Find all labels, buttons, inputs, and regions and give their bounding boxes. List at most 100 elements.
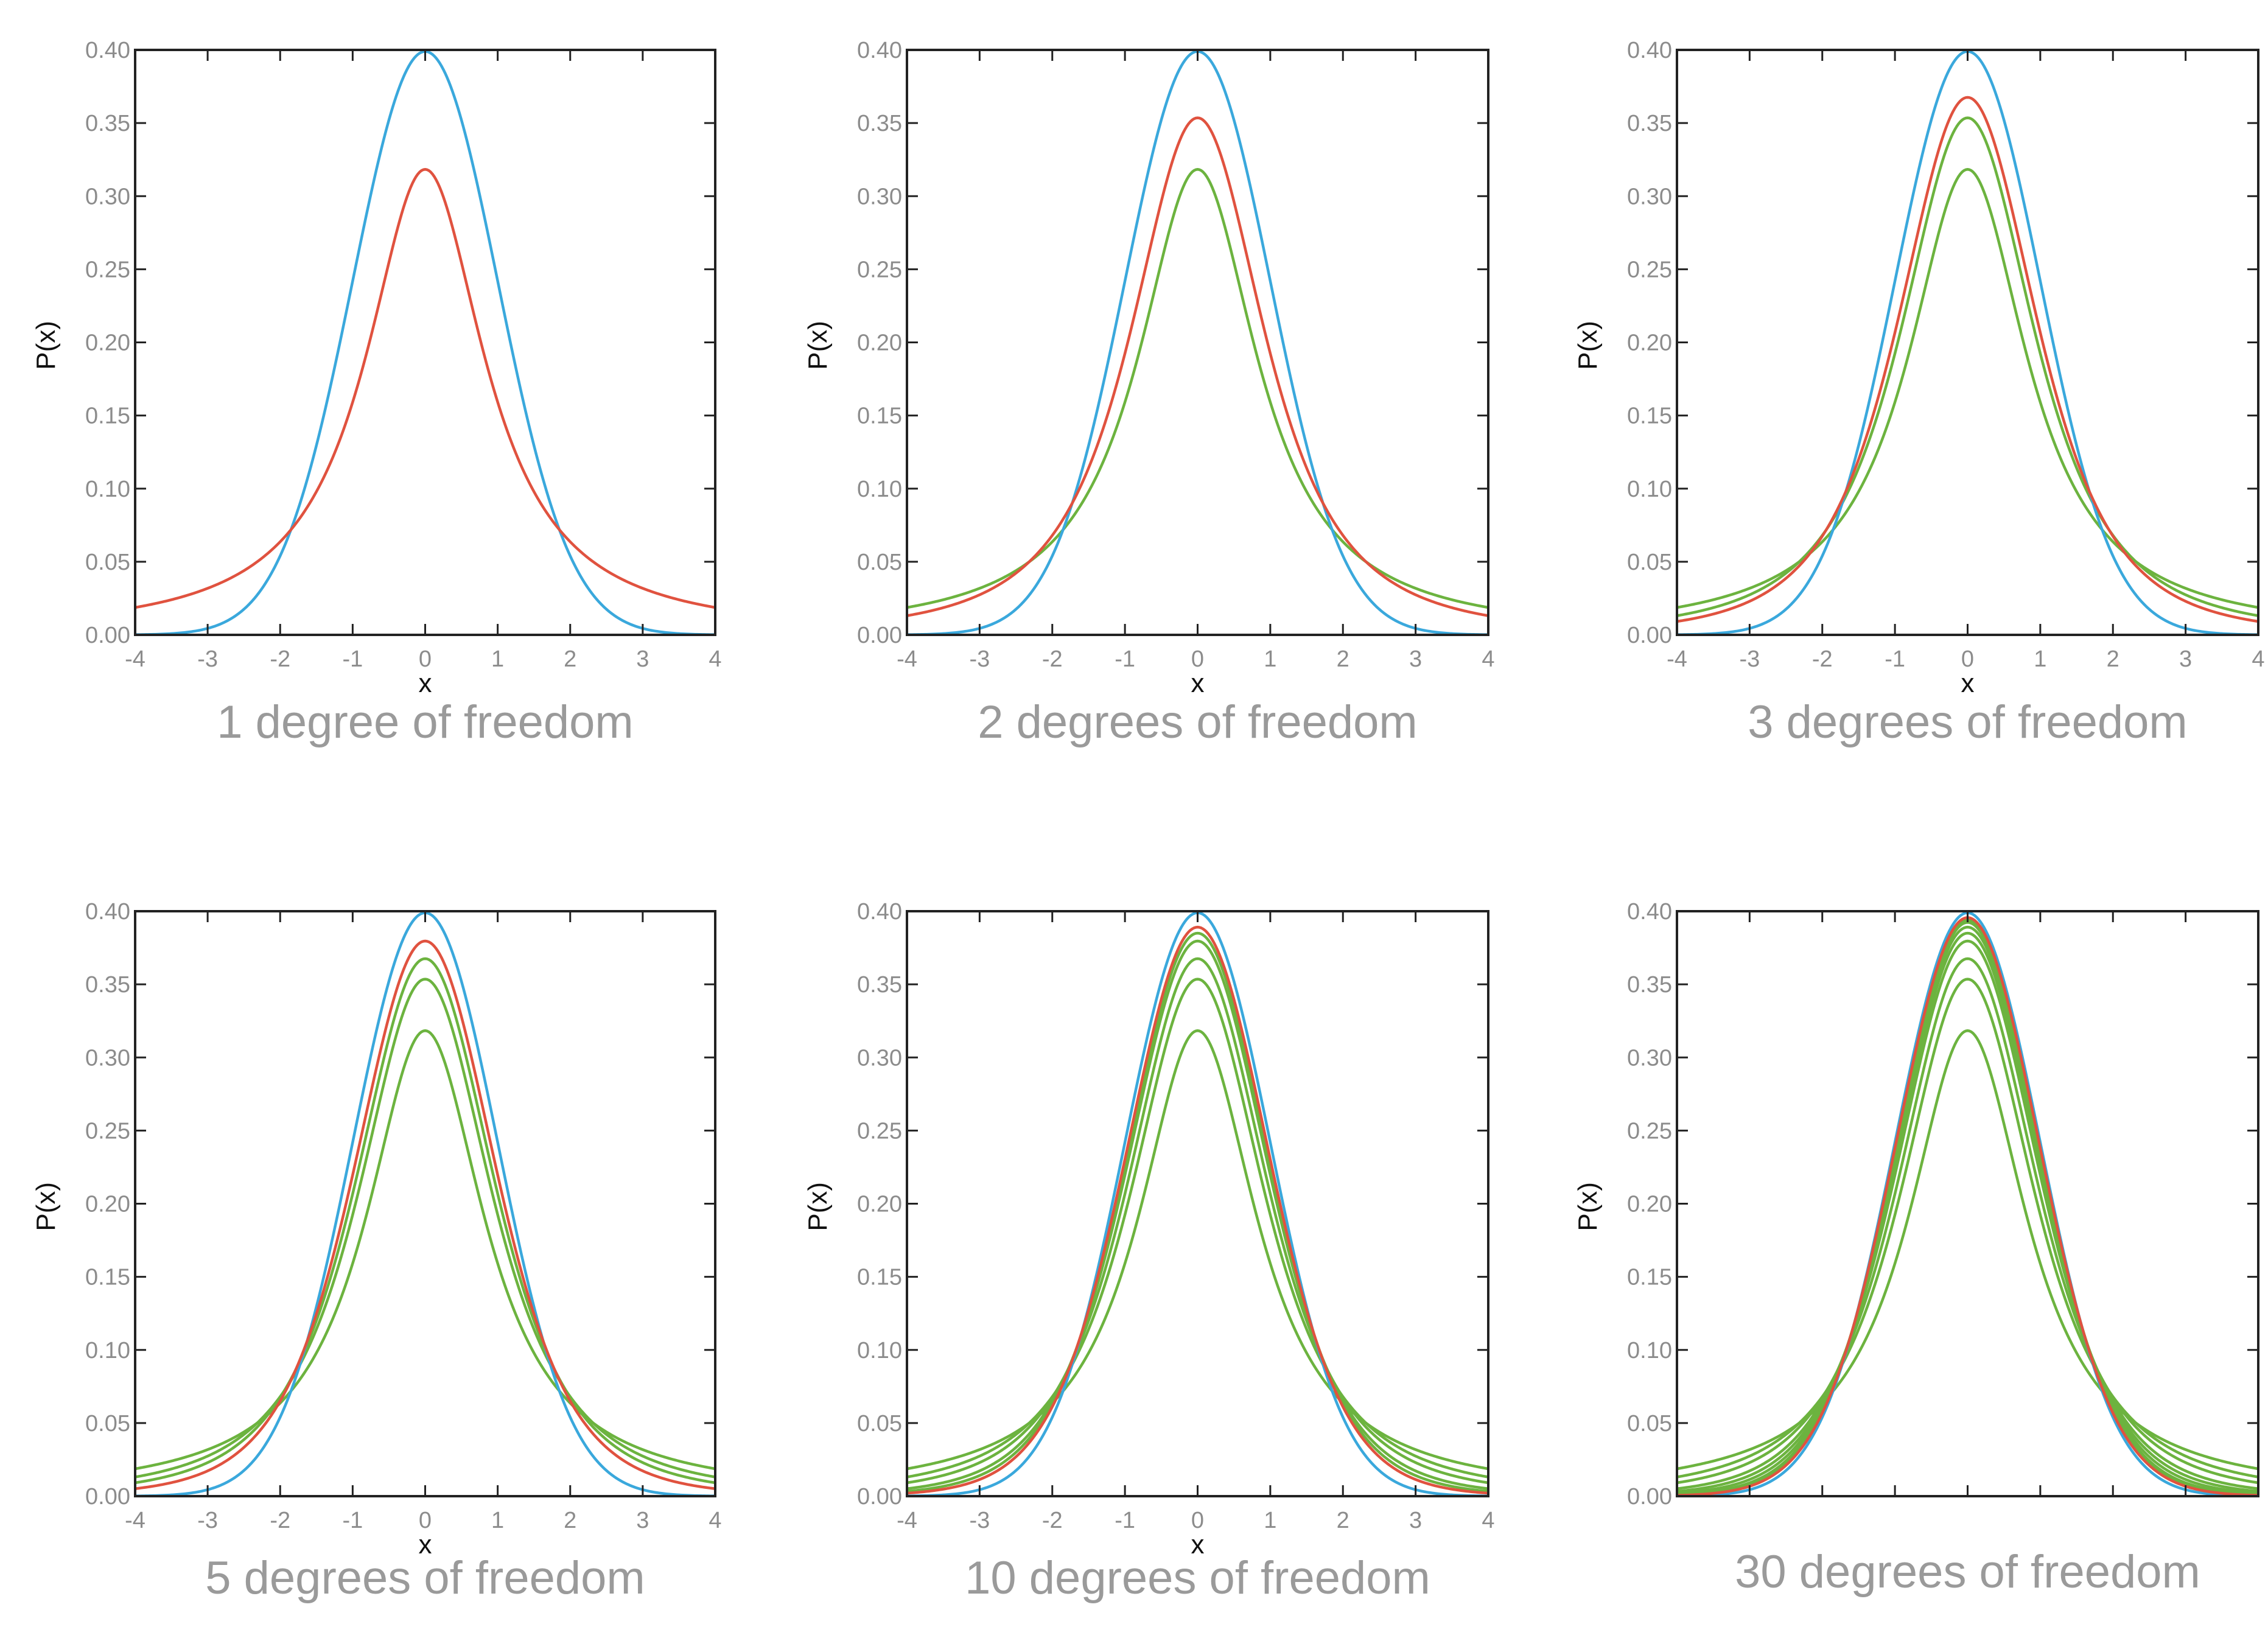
x-tick-label: 4: [709, 1508, 721, 1533]
y-tick-label: 0.40: [85, 899, 130, 925]
x-tick-label: 1: [491, 646, 504, 672]
x-tick-label: -1: [1885, 646, 1905, 672]
x-tick-label: -3: [969, 1508, 990, 1533]
y-tick-label: 0.15: [1627, 404, 1672, 429]
x-tick-label: 2: [1337, 646, 1349, 672]
curve-df-5: [135, 939, 715, 1490]
y-tick-label: 0.30: [857, 184, 902, 209]
y-tick-label: 0.05: [85, 550, 130, 575]
x-axis-label: x: [1191, 1530, 1205, 1559]
y-tick-label: 0.40: [1627, 38, 1672, 63]
y-tick-label: 0.15: [85, 1265, 130, 1290]
x-tick-label: 1: [1264, 1508, 1276, 1533]
x-tick-label: 2: [564, 1508, 576, 1533]
x-tick-label: 2: [2107, 646, 2119, 672]
curve-df-3: [135, 957, 715, 1485]
x-tick-label: 3: [2179, 646, 2192, 672]
y-axis-label: P(x): [1573, 1182, 1603, 1231]
y-tick-label: 0.00: [857, 1484, 902, 1510]
x-tick-label: -4: [897, 1508, 917, 1533]
y-tick-label: 0.40: [1627, 899, 1672, 925]
curves: [907, 911, 1488, 1496]
curve-df-1: [1677, 168, 2258, 609]
curve-df-5: [907, 939, 1488, 1490]
y-tick-label: 0.20: [85, 331, 130, 356]
x-tick-label: -1: [342, 1508, 363, 1533]
y-axis-label: P(x): [803, 321, 833, 370]
y-tick-label: 0.40: [85, 38, 130, 63]
x-tick-label: -1: [1115, 646, 1135, 672]
y-tick-label: 0.35: [857, 972, 902, 998]
curve-df-3: [907, 957, 1488, 1485]
x-axis-label: x: [419, 1530, 432, 1559]
panel-2: 0.00 0.05 0.10 0.15 0.20 0.25 0.30 0.35 0.40 -4 -3…: [803, 38, 1495, 748]
y-tick-label: 0.30: [1627, 184, 1672, 209]
x-tick-label: 1: [1264, 646, 1276, 672]
x-axis-label: x: [1191, 668, 1205, 698]
x-tick-label: -1: [342, 646, 363, 672]
panel-6: 0.00 0.05 0.10 0.15 0.20 0.25 0.30 0.35 0.40 P(x)…: [1573, 899, 2259, 1598]
x-axis-label: x: [1961, 668, 1975, 698]
x-tick-label: -2: [270, 1508, 290, 1533]
x-tick-label: 2: [1337, 1508, 1349, 1533]
x-tick-label: 1: [2034, 646, 2046, 672]
x-tick-label: -2: [1042, 646, 1063, 672]
y-tick-label: 0.30: [857, 1045, 902, 1071]
y-tick-label: 0.25: [857, 1118, 902, 1144]
y-tick-label: 0.20: [857, 331, 902, 356]
x-tick-label: 1: [491, 1508, 504, 1533]
y-axis-label: P(x): [1573, 321, 1603, 370]
x-tick-label: -2: [270, 646, 290, 672]
panels: 0.00 0.05 0.10 0.15 0.20 0.25 0.30 0.35 0.40 -4 -3…: [31, 38, 2265, 1604]
x-tick-label: 4: [1482, 646, 1494, 672]
curves: [1677, 911, 2258, 1496]
y-axis-label: P(x): [803, 1182, 833, 1231]
y-tick-label: 0.20: [857, 1192, 902, 1217]
x-tick-label: 3: [1409, 646, 1422, 672]
panel-title: 5 degrees of freedom: [205, 1552, 645, 1604]
x-tick-label: 4: [1482, 1508, 1494, 1533]
curve-df-1: [135, 168, 715, 609]
y-tick-label: 0.20: [1627, 331, 1672, 356]
y-tick-label: 0.10: [85, 1338, 130, 1363]
panel-title: 30 degrees of freedom: [1735, 1546, 2200, 1598]
panel-title: 1 degree of freedom: [217, 696, 633, 748]
y-tick-label: 0.35: [85, 111, 130, 136]
y-tick-label: 0.00: [85, 623, 130, 648]
panel-4: 0.00 0.05 0.10 0.15 0.20 0.25 0.30 0.35 0.40 -4 -3…: [31, 899, 722, 1604]
y-tick-label: 0.30: [1627, 1045, 1672, 1071]
y-tick-label: 0.10: [85, 477, 130, 502]
x-tick-label: 4: [2252, 646, 2264, 672]
curve-df-2: [135, 978, 715, 1479]
y-tick-label: 0.05: [857, 1411, 902, 1437]
curve-df-1: [135, 1029, 715, 1471]
x-tick-label: -3: [197, 1508, 218, 1533]
panel-5: 0.00 0.05 0.10 0.15 0.20 0.25 0.30 0.35 0.40 -4 -3…: [803, 899, 1495, 1604]
x-tick-label: 0: [1191, 646, 1204, 672]
y-tick-label: 0.00: [857, 623, 902, 648]
y-tick-label: 0.05: [85, 1411, 130, 1437]
panel-title: 10 degrees of freedom: [965, 1552, 1430, 1604]
panel-1: 0.00 0.05 0.10 0.15 0.20 0.25 0.30 0.35 0.40 -4 -3…: [31, 38, 722, 748]
y-tick-label: 0.35: [1627, 111, 1672, 136]
x-tick-label: -2: [1042, 1508, 1063, 1533]
curve-df-1: [907, 168, 1488, 609]
y-tick-label: 0.25: [85, 1118, 130, 1144]
x-tick-label: -2: [1812, 646, 1833, 672]
curve-df-1: [1677, 1029, 2258, 1471]
y-tick-label: 0.40: [857, 899, 902, 925]
y-tick-label: 0.05: [1627, 1411, 1672, 1437]
curve-df-10: [1677, 925, 2258, 1495]
y-tick-label: 0.00: [1627, 1484, 1672, 1510]
x-axis-label: x: [419, 668, 432, 698]
x-tick-label: -4: [897, 646, 917, 672]
curve-df-3: [1677, 96, 2258, 623]
y-tick-label: 0.05: [1627, 550, 1672, 575]
y-tick-label: 0.05: [857, 550, 902, 575]
curve-df-1: [907, 1029, 1488, 1471]
curve-df-7: [907, 931, 1488, 1493]
y-tick-label: 0.25: [1627, 1118, 1672, 1144]
x-tick-label: -3: [197, 646, 218, 672]
x-tick-label: 4: [709, 646, 721, 672]
